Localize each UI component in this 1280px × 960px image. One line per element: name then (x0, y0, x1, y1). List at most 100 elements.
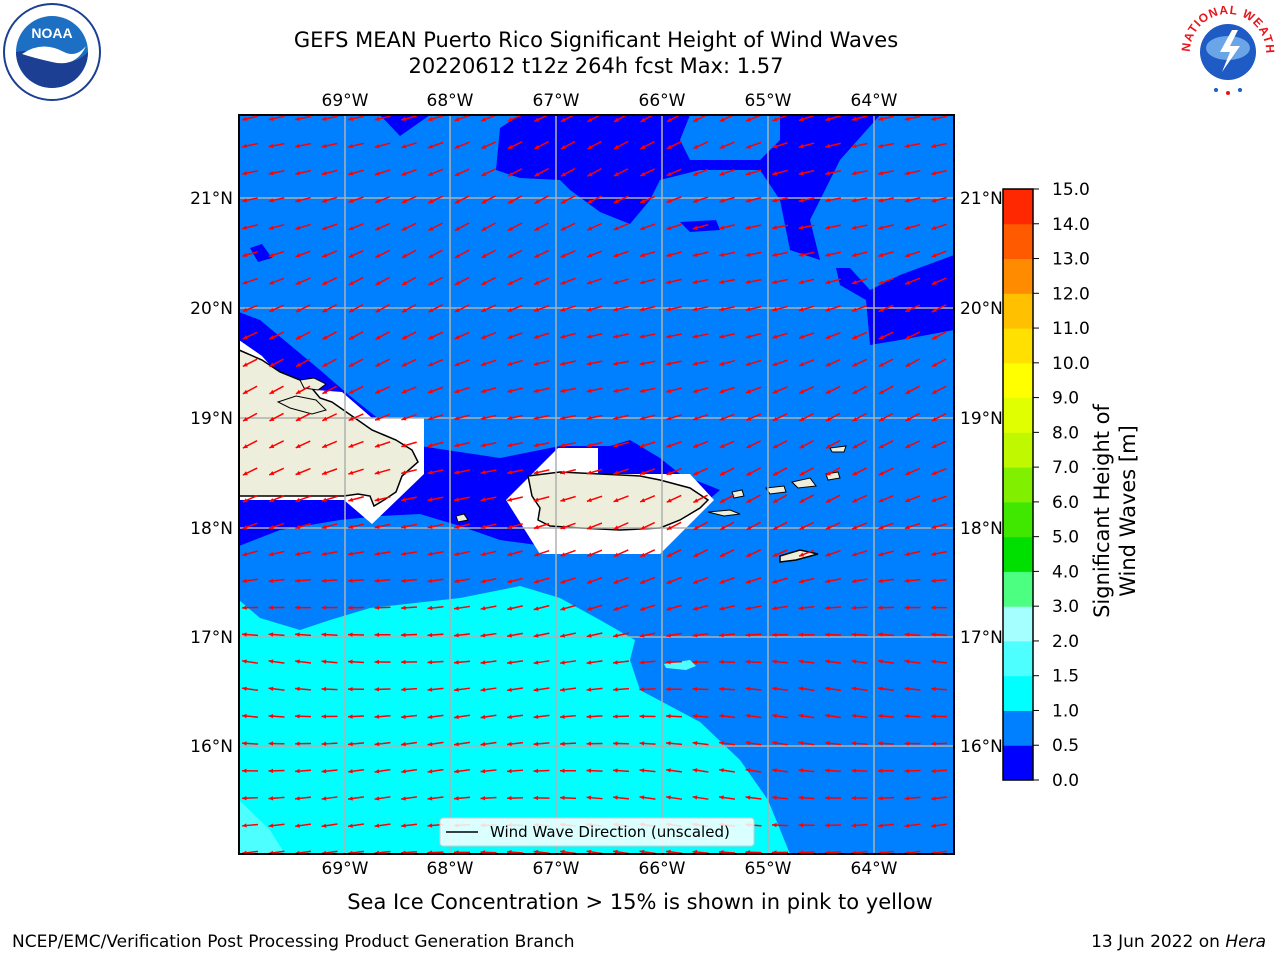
wave-arrow (905, 412, 920, 422)
wave-arrow (772, 224, 788, 230)
wave-arrow (771, 605, 789, 611)
wave-arrow (798, 332, 815, 339)
wave-arrow (533, 741, 550, 747)
wave-arrow (480, 550, 497, 557)
wave-arrow (772, 494, 788, 504)
wave-arrow (294, 796, 312, 801)
wave-arrow (852, 385, 867, 395)
wave-arrow (295, 467, 311, 476)
wave-arrow (825, 412, 841, 422)
wave-arrow (533, 522, 550, 530)
wave-arrow (851, 605, 868, 610)
wave-arrow (560, 632, 576, 638)
wave-arrow (453, 633, 471, 638)
lon-label-bottom: 65°W (745, 859, 792, 879)
wave-arrow (427, 523, 444, 529)
lat-label-left: 20°N (190, 299, 233, 319)
wave-arrow (878, 385, 894, 395)
lat-label-left: 21°N (190, 189, 233, 209)
colorbar-segment (1003, 397, 1033, 433)
wave-arrow (534, 167, 549, 177)
lon-label-top: 69°W (322, 91, 369, 111)
wave-arrow (612, 795, 630, 800)
wave-arrow (481, 276, 496, 286)
wave-arrow (905, 385, 920, 395)
wave-arrow (772, 359, 788, 367)
wave-arrow (454, 304, 470, 313)
wave-arrow (639, 741, 656, 746)
wave-arrow (507, 469, 523, 475)
wave-arrow (348, 169, 364, 176)
wave-arrow (559, 795, 577, 800)
wave-arrow (560, 468, 576, 475)
wave-arrow (798, 359, 815, 367)
colorbar-segment (1003, 362, 1033, 399)
wave-arrow (269, 331, 284, 340)
wave-arrow (533, 496, 550, 502)
wave-arrow (454, 222, 470, 232)
wave-arrow (771, 713, 789, 719)
wave-arrow (851, 713, 868, 719)
wave-arrow (268, 522, 285, 530)
wave-arrow (533, 414, 550, 421)
wave-arrow (268, 115, 285, 121)
wave-arrow (347, 796, 365, 801)
wave-arrow (294, 714, 312, 719)
wave-arrow (718, 795, 736, 800)
wave-arrow (400, 741, 418, 747)
lon-label-bottom: 66°W (639, 859, 686, 879)
wave-arrow (295, 331, 311, 340)
wave-arrow (877, 768, 895, 773)
wave-arrow (851, 659, 868, 664)
wave-arrow (825, 358, 841, 367)
wave-arrow (745, 386, 762, 394)
wave-arrow (878, 494, 894, 503)
wave-arrow (454, 359, 470, 367)
colorbar-segment (1003, 258, 1033, 294)
wave-arrow (268, 142, 285, 149)
wave-arrow (294, 741, 312, 746)
wave-arrow (242, 304, 258, 313)
wave-arrow (825, 169, 841, 176)
colorbar-tick-label: 4.0 (1052, 562, 1079, 582)
wave-arrow (507, 414, 523, 421)
wave-arrow (852, 439, 867, 449)
colorbar-tick-label: 10.0 (1052, 354, 1090, 374)
wave-arrow (481, 168, 496, 177)
wave-arrow (295, 196, 311, 203)
wave-arrow (533, 660, 550, 665)
land-vieques (707, 509, 741, 517)
wave-arrow (639, 195, 656, 204)
wave-arrow (560, 387, 576, 393)
colorbar-tick-label: 9.0 (1052, 389, 1079, 409)
wave-arrow (481, 249, 496, 259)
wave-arrow (613, 360, 629, 366)
wave-arrow (347, 823, 365, 828)
wave-arrow (692, 713, 709, 719)
wave-arrow (401, 249, 417, 259)
wave-arrow (560, 441, 576, 448)
wave-arrow (348, 523, 364, 529)
wave-arrow (877, 796, 895, 801)
wave-arrow (904, 467, 921, 476)
wave-arrow (904, 142, 921, 149)
wave-arrow (692, 768, 709, 773)
wave-arrow (347, 769, 365, 774)
wave-arrow (241, 768, 259, 773)
wave-arrow (613, 223, 629, 231)
wave-arrow (321, 196, 338, 203)
wave-arrow (242, 494, 258, 503)
wave-arrow (533, 768, 550, 774)
wave-arrow (348, 358, 364, 368)
colorbar-title: Significant Height of Wind Waves [m] (1090, 404, 1140, 618)
wave-arrow (400, 768, 418, 774)
wave-arrow (931, 142, 947, 149)
wave-arrow (507, 168, 523, 177)
wave-arrow (904, 714, 921, 719)
wave-arrow (560, 360, 576, 366)
wave-arrow (877, 741, 895, 746)
wave-arrow (666, 223, 682, 230)
wave-height-fill-1.0-1.5 (239, 586, 790, 854)
wave-arrow (506, 768, 524, 774)
wave-arrow (401, 331, 417, 340)
